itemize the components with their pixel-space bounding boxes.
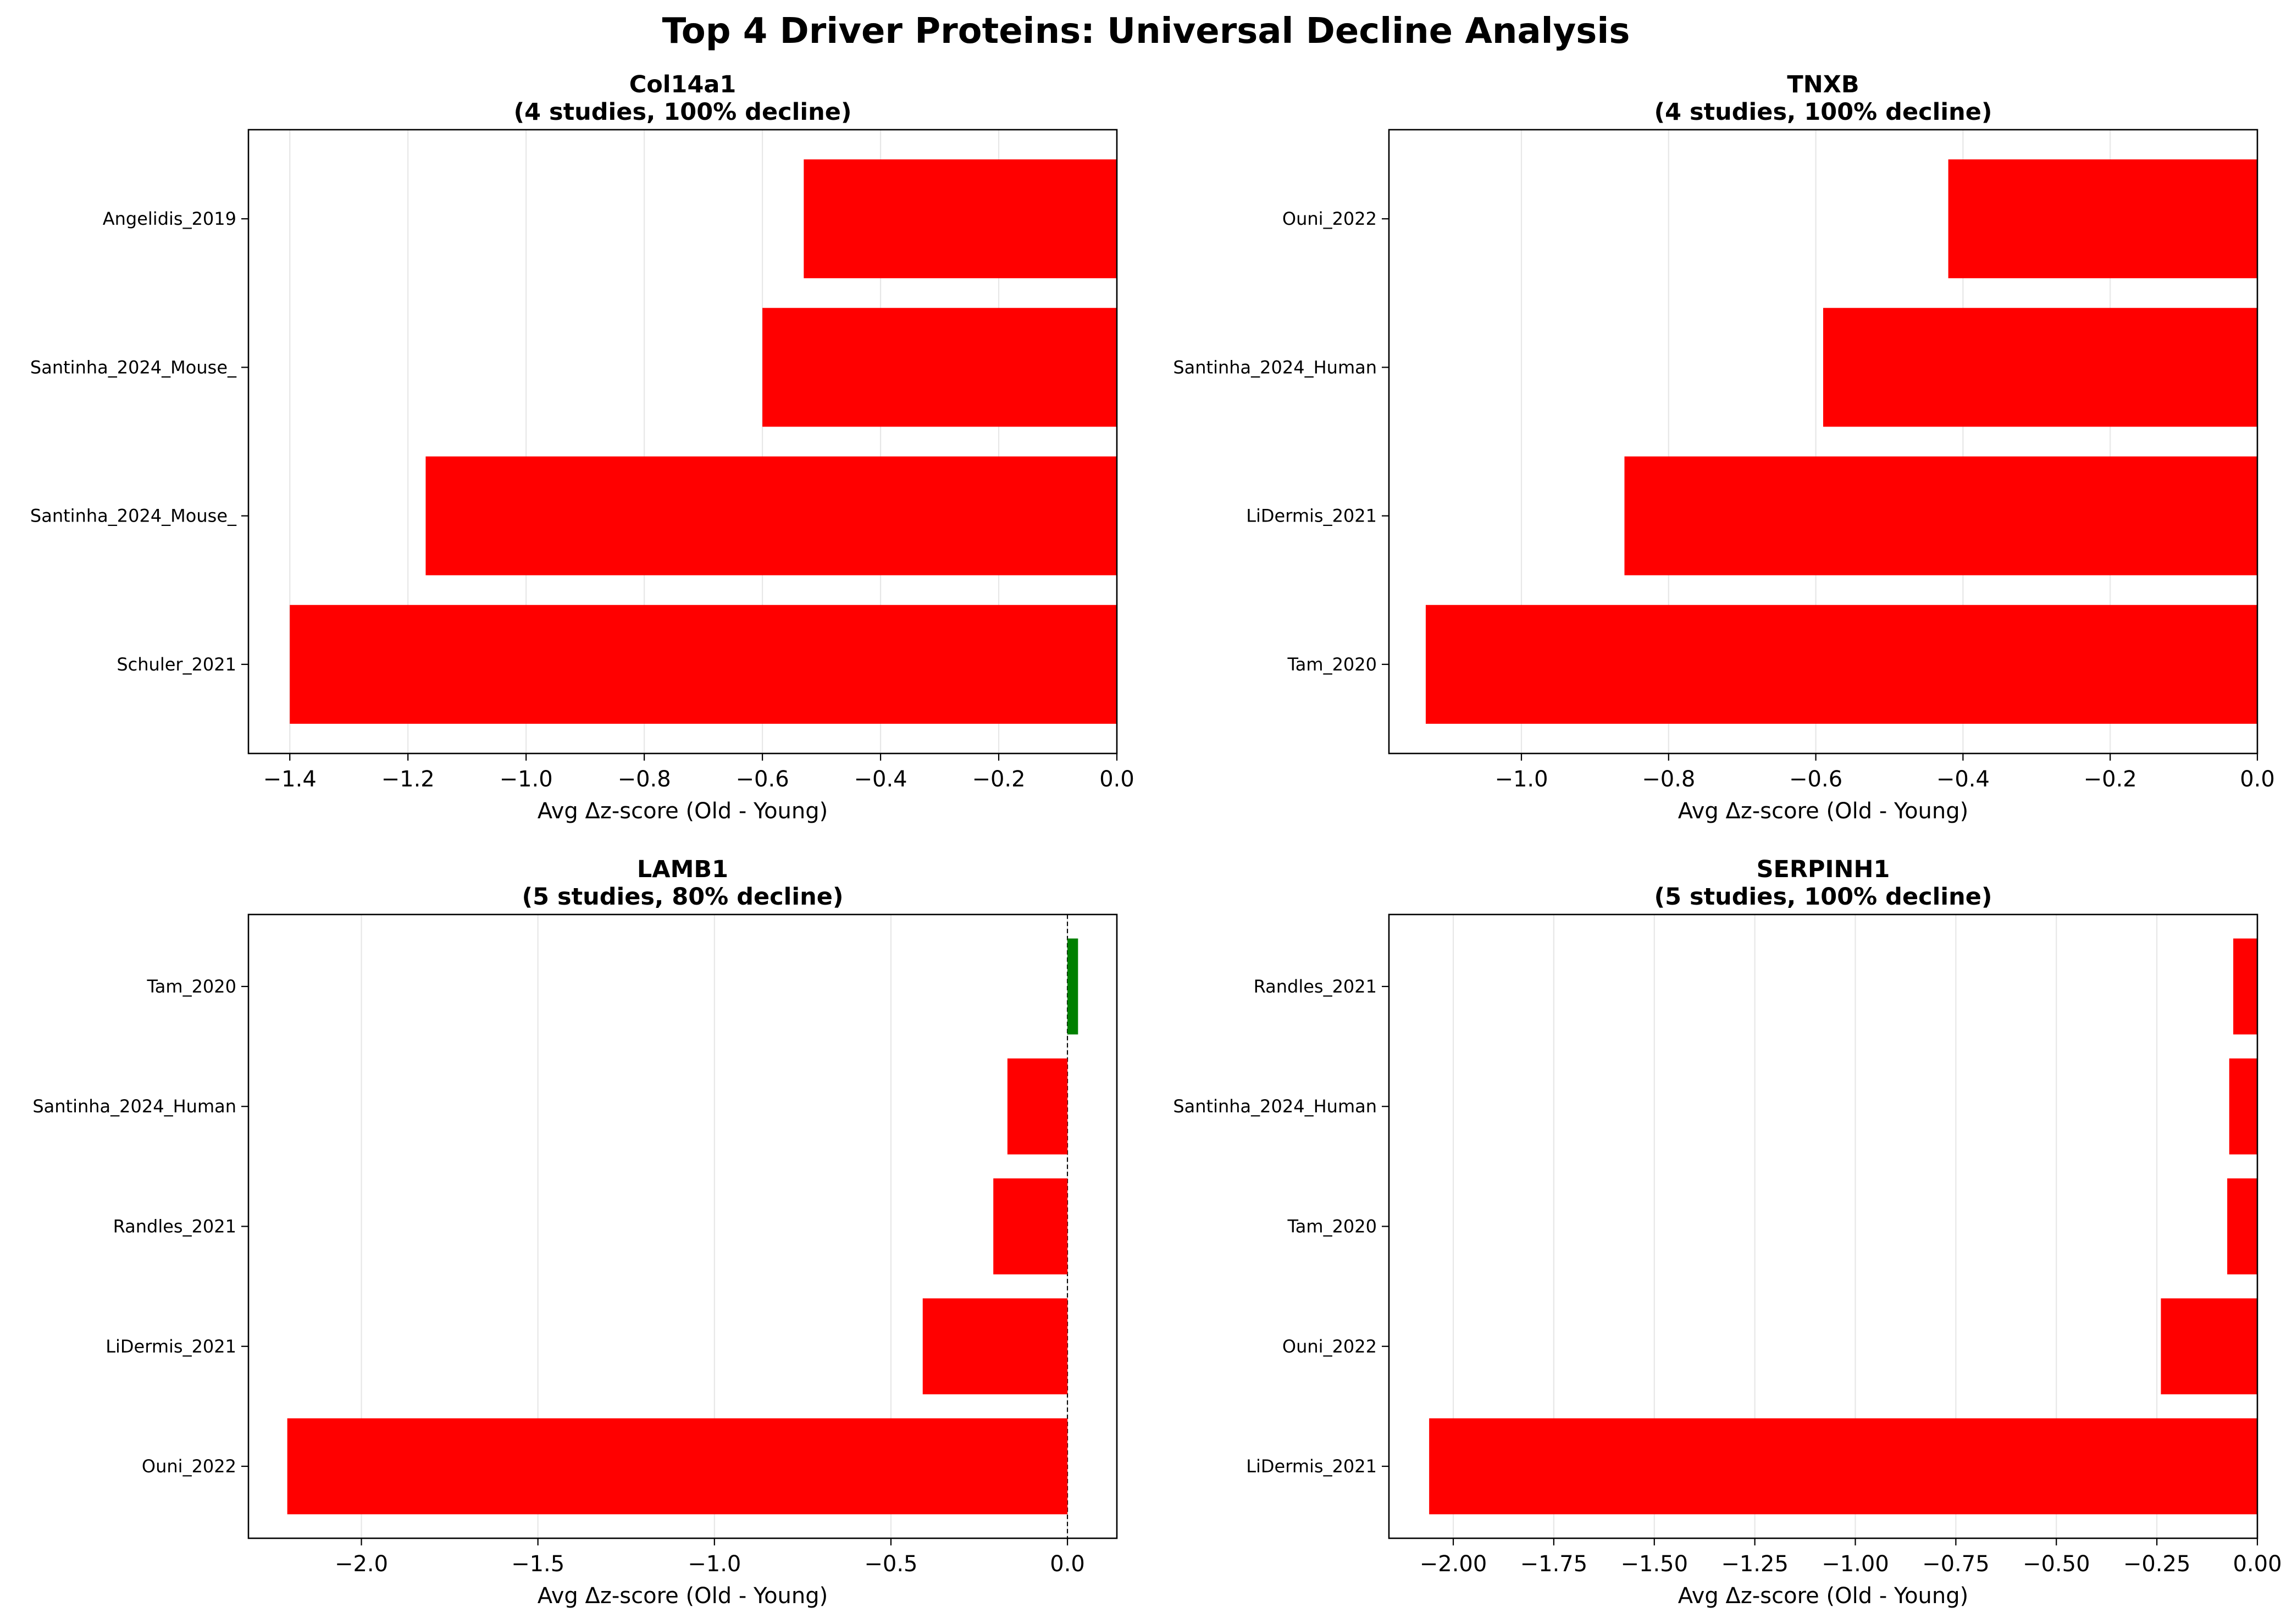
panel-lamb1: LAMB1(5 studies, 80% decline) Tam_2020 San… [32,856,1118,1609]
y-tick-label: Ouni_2022 [142,1456,236,1477]
y-tick-label: LiDermis_2021 [106,1336,236,1357]
panel-title: SERPINH1 [1757,856,1890,883]
bar [993,1178,1068,1274]
bar [2233,938,2257,1035]
x-tick-label: −1.50 [1620,1551,1688,1577]
bar [1425,605,2257,724]
x-tick-label: −1.4 [263,767,317,792]
y-tick-label: LiDermis_2021 [1246,1456,1377,1477]
plot-frame [1388,129,2258,755]
plot-frame [247,913,1118,1539]
panel-col14a1: Col14a1(4 studies, 100% decline) Angelidi… [30,71,1134,824]
x-tick-label: −0.4 [1936,767,1990,792]
bar [425,456,1117,575]
x-tick-label: −1.75 [1520,1551,1588,1577]
x-tick-label: −1.0 [688,1551,741,1577]
bar [1429,1418,2257,1515]
bar [1823,308,2257,427]
x-tick-label: −1.00 [1822,1551,1889,1577]
bar [2161,1298,2257,1395]
bar [762,308,1117,427]
y-tick-label: Santinha_2024_Human [1173,357,1377,378]
x-axis-label: Avg Δz-score (Old - Young) [1678,1583,1969,1609]
x-tick-label: −1.2 [381,767,435,792]
y-tick-label: Angelidis_2019 [103,208,236,229]
y-tick-label: Santinha_2024_Mouse_ [30,357,237,378]
bar [1007,1058,1068,1155]
x-tick-label: −0.25 [2123,1551,2191,1577]
y-tick-label: Tam_2020 [1287,1216,1377,1237]
x-tick-label: −0.2 [2084,767,2137,792]
y-tick-label: LiDermis_2021 [1246,506,1377,526]
panel-title: TNXB [1787,71,1859,98]
y-tick-label: Tam_2020 [1287,654,1377,675]
x-tick-label: −0.6 [736,767,789,792]
x-tick-label: −0.5 [864,1551,917,1577]
x-tick-label: −2.00 [1420,1551,1487,1577]
x-axis-label: Avg Δz-score (Old - Young) [538,799,828,824]
plot-frame [1388,913,2258,1539]
panel-title: LAMB1 [637,856,728,883]
bar [922,1298,1068,1395]
y-tick-label: Santinha_2024_Human [32,1096,236,1117]
x-tick-label: −0.8 [618,767,671,792]
y-tick-label: Tam_2020 [147,976,236,997]
x-tick-label: −1.5 [511,1551,564,1577]
y-tick-label: Randles_2021 [1254,976,1377,997]
x-tick-label: −1.25 [1721,1551,1789,1577]
bar [2229,1058,2257,1155]
bar [1948,159,2257,279]
plot-frame [247,129,1118,755]
x-tick-label: 0.00 [2233,1551,2282,1577]
x-tick-label: −2.0 [335,1551,388,1577]
bar [290,605,1117,724]
x-tick-label: 0.0 [1050,1551,1085,1577]
panel-subtitle: (4 studies, 100% decline) [513,98,851,126]
y-tick-label: Santinha_2024_Mouse_ [30,506,237,526]
panel-serpinh1: SERPINH1(5 studies, 100% decline) Randles… [1173,856,2282,1609]
panel-title: Col14a1 [629,71,737,98]
x-tick-label: −0.75 [1922,1551,1990,1577]
x-tick-label: −0.4 [854,767,907,792]
x-tick-label: −0.2 [972,767,1025,792]
x-tick-label: −0.50 [2023,1551,2090,1577]
y-tick-label: Santinha_2024_Human [1173,1096,1377,1117]
panel-subtitle: (5 studies, 80% decline) [522,883,843,911]
bar [1624,456,2257,575]
x-tick-label: 0.0 [2240,767,2275,792]
x-axis-label: Avg Δz-score (Old - Young) [1678,799,1969,824]
x-tick-label: −0.6 [1789,767,1842,792]
panel-tnxb: TNXB(4 studies, 100% decline) Ouni_2022 Sa… [1173,71,2274,824]
x-tick-label: −1.0 [500,767,553,792]
x-tick-label: −0.8 [1642,767,1695,792]
y-tick-label: Ouni_2022 [1282,208,1377,229]
bar [287,1418,1068,1515]
figure-title: Top 4 Driver Proteins: Universal Decline… [662,11,1630,52]
x-tick-label: −1.0 [1494,767,1548,792]
panel-subtitle: (4 studies, 100% decline) [1654,98,1992,126]
bar [1067,938,1078,1035]
y-tick-label: Randles_2021 [113,1216,236,1237]
y-tick-label: Schuler_2021 [117,654,236,675]
y-tick-label: Ouni_2022 [1282,1336,1377,1357]
bar [2227,1178,2257,1274]
panel-subtitle: (5 studies, 100% decline) [1654,883,1992,911]
x-tick-label: 0.0 [1099,767,1134,792]
x-axis-label: Avg Δz-score (Old - Young) [538,1583,828,1609]
bar [804,159,1117,279]
